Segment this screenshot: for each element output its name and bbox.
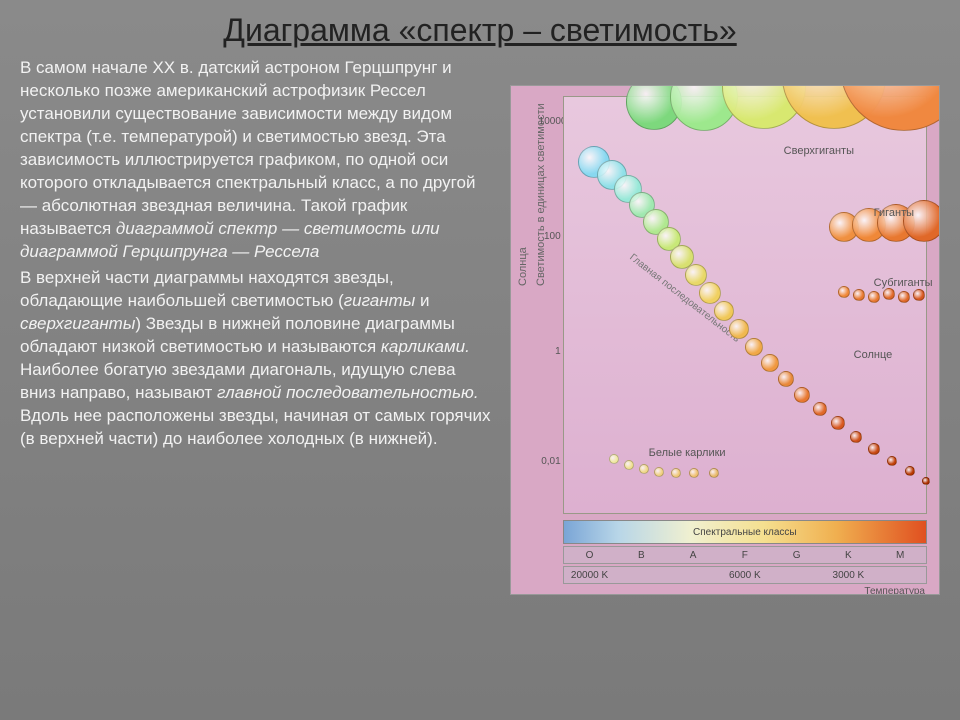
- main-sequence-star: [714, 301, 734, 321]
- p2-i3: карликами.: [381, 337, 470, 356]
- main-sequence-star: [745, 338, 763, 356]
- temperature-cell: [874, 567, 926, 583]
- white-dwarf-star: [709, 468, 719, 478]
- subgiant-star: [913, 289, 925, 301]
- p2-m1: и: [415, 291, 429, 310]
- p2-i4: главной последовательностью.: [217, 383, 479, 402]
- region-label-subgiants: Субгиганты: [874, 277, 933, 289]
- white-dwarf-star: [609, 454, 619, 464]
- y-tick: 0,01: [539, 456, 561, 467]
- spectral-class-cell: O: [564, 547, 616, 563]
- main-sequence-star: [778, 371, 794, 387]
- main-sequence-star: [761, 354, 779, 372]
- plot-area: Главная последовательность СверхгигантыГ…: [563, 96, 927, 514]
- main-sequence-star: [729, 319, 749, 339]
- y-tick: 1: [539, 346, 561, 357]
- subgiant-star: [853, 289, 865, 301]
- region-label-supergiants: Сверхгиганты: [784, 145, 854, 157]
- temperature-axis-label: Температура: [864, 586, 925, 595]
- spectral-class-cell: F: [719, 547, 771, 563]
- main-sequence-star: [813, 402, 827, 416]
- temperature-cell: [771, 567, 823, 583]
- paragraph-1: В самом начале XX в. датский астроном Ге…: [20, 57, 496, 263]
- spectral-class-cell: M: [874, 547, 926, 563]
- hr-diagram: Солнца Светимость в единицах светимости …: [510, 85, 940, 595]
- spectral-class-cell: K: [822, 547, 874, 563]
- main-sequence-star: [905, 466, 915, 476]
- p2-i1: гиганты: [344, 291, 416, 310]
- temperature-cell: 6000 K: [719, 567, 771, 583]
- spectral-class-row: OBAFGKM: [563, 546, 927, 564]
- y-axis-label-outer: Солнца: [517, 247, 529, 286]
- main-sequence-star: [868, 443, 880, 455]
- y-tick: 10000: [539, 116, 561, 127]
- paragraph-2: В верхней части диаграммы находятся звез…: [20, 267, 496, 451]
- p2-end: Вдоль нее расположены звезды, начиная от…: [20, 406, 491, 448]
- content-row: В самом начале XX в. датский астроном Ге…: [0, 57, 960, 595]
- temperature-cell: 3000 K: [822, 567, 874, 583]
- temperature-cell: [615, 567, 667, 583]
- main-sequence-star: [887, 456, 897, 466]
- main-sequence-star: [794, 387, 810, 403]
- white-dwarf-star: [624, 460, 634, 470]
- subgiant-star: [868, 291, 880, 303]
- spectral-class-cell: B: [615, 547, 667, 563]
- spectral-class-cell: G: [771, 547, 823, 563]
- main-sequence-star: [850, 431, 862, 443]
- white-dwarf-star: [654, 467, 664, 477]
- region-label-giants: Гиганты: [874, 207, 914, 219]
- temperature-cell: [667, 567, 719, 583]
- region-label-sun: Солнце: [854, 349, 893, 361]
- main-sequence-star: [699, 282, 721, 304]
- temperature-cell: 20000 K: [564, 567, 616, 583]
- p2-t1: В верхней части диаграммы находятся звез…: [20, 268, 394, 310]
- y-axis-label-inner: Светимость в единицах светимости: [535, 103, 547, 286]
- main-sequence-star: [922, 477, 930, 485]
- p2-i2: сверхгиганты: [20, 314, 135, 333]
- white-dwarf-star: [639, 464, 649, 474]
- region-label-whitedwarfs: Белые карлики: [649, 447, 726, 459]
- chart-column: Солнца Светимость в единицах светимости …: [510, 57, 940, 595]
- subgiant-star: [898, 291, 910, 303]
- spectral-class-bar: Спектральные классы: [563, 520, 927, 544]
- main-sequence-star: [831, 416, 845, 430]
- y-tick: 100: [539, 231, 561, 242]
- page-title: Диаграмма «спектр – светимость»: [0, 0, 960, 57]
- white-dwarf-star: [689, 468, 699, 478]
- white-dwarf-star: [671, 468, 681, 478]
- p1-text: В самом начале XX в. датский астроном Ге…: [20, 58, 475, 238]
- subgiant-star: [883, 288, 895, 300]
- subgiant-star: [838, 286, 850, 298]
- text-column: В самом начале XX в. датский астроном Ге…: [20, 57, 496, 595]
- spectral-class-cell: A: [667, 547, 719, 563]
- temperature-row: 20000 K 6000 K 3000 K: [563, 566, 927, 584]
